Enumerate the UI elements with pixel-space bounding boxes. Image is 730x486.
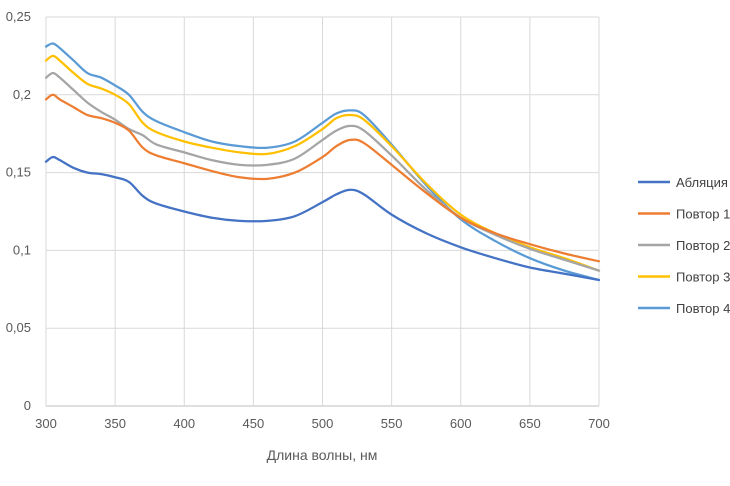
x-tick-label: 350 [104,416,126,431]
legend-label: Повтор 3 [676,270,730,285]
y-tick-label: 0,15 [6,165,31,180]
x-tick-label: 450 [243,416,265,431]
x-tick-label: 550 [381,416,403,431]
x-tick-label: 600 [450,416,472,431]
axis-ticks: 0 0,05 0,1 0,15 0,2 0,25 300 350 400 450 500 550 600… [6,9,610,431]
y-tick-label: 0,1 [13,242,31,257]
x-tick-label: 700 [588,416,610,431]
legend-label: Повтор 1 [676,207,730,222]
y-tick-label: 0,25 [6,9,31,24]
legend: Абляция Повтор 1 Повтор 2 Повтор 3 Повтор 4 [638,175,730,316]
legend-label: Абляция [676,175,728,190]
y-tick-label: 0,05 [6,320,31,335]
series-line-1 [44,155,601,282]
x-tick-label: 300 [35,416,57,431]
series-line-2 [44,93,601,263]
x-tick-label: 500 [312,416,334,431]
grid [45,16,600,407]
x-tick-label: 400 [173,416,195,431]
y-tick-label: 0,2 [13,87,31,102]
x-tick-label: 650 [519,416,541,431]
plot-area [44,42,601,282]
series-line-4 [44,54,601,272]
legend-label: Повтор 4 [676,301,730,316]
y-tick-label: 0 [24,398,31,413]
x-axis-title: Длина волны, нм [267,447,378,463]
legend-label: Повтор 2 [676,238,730,253]
